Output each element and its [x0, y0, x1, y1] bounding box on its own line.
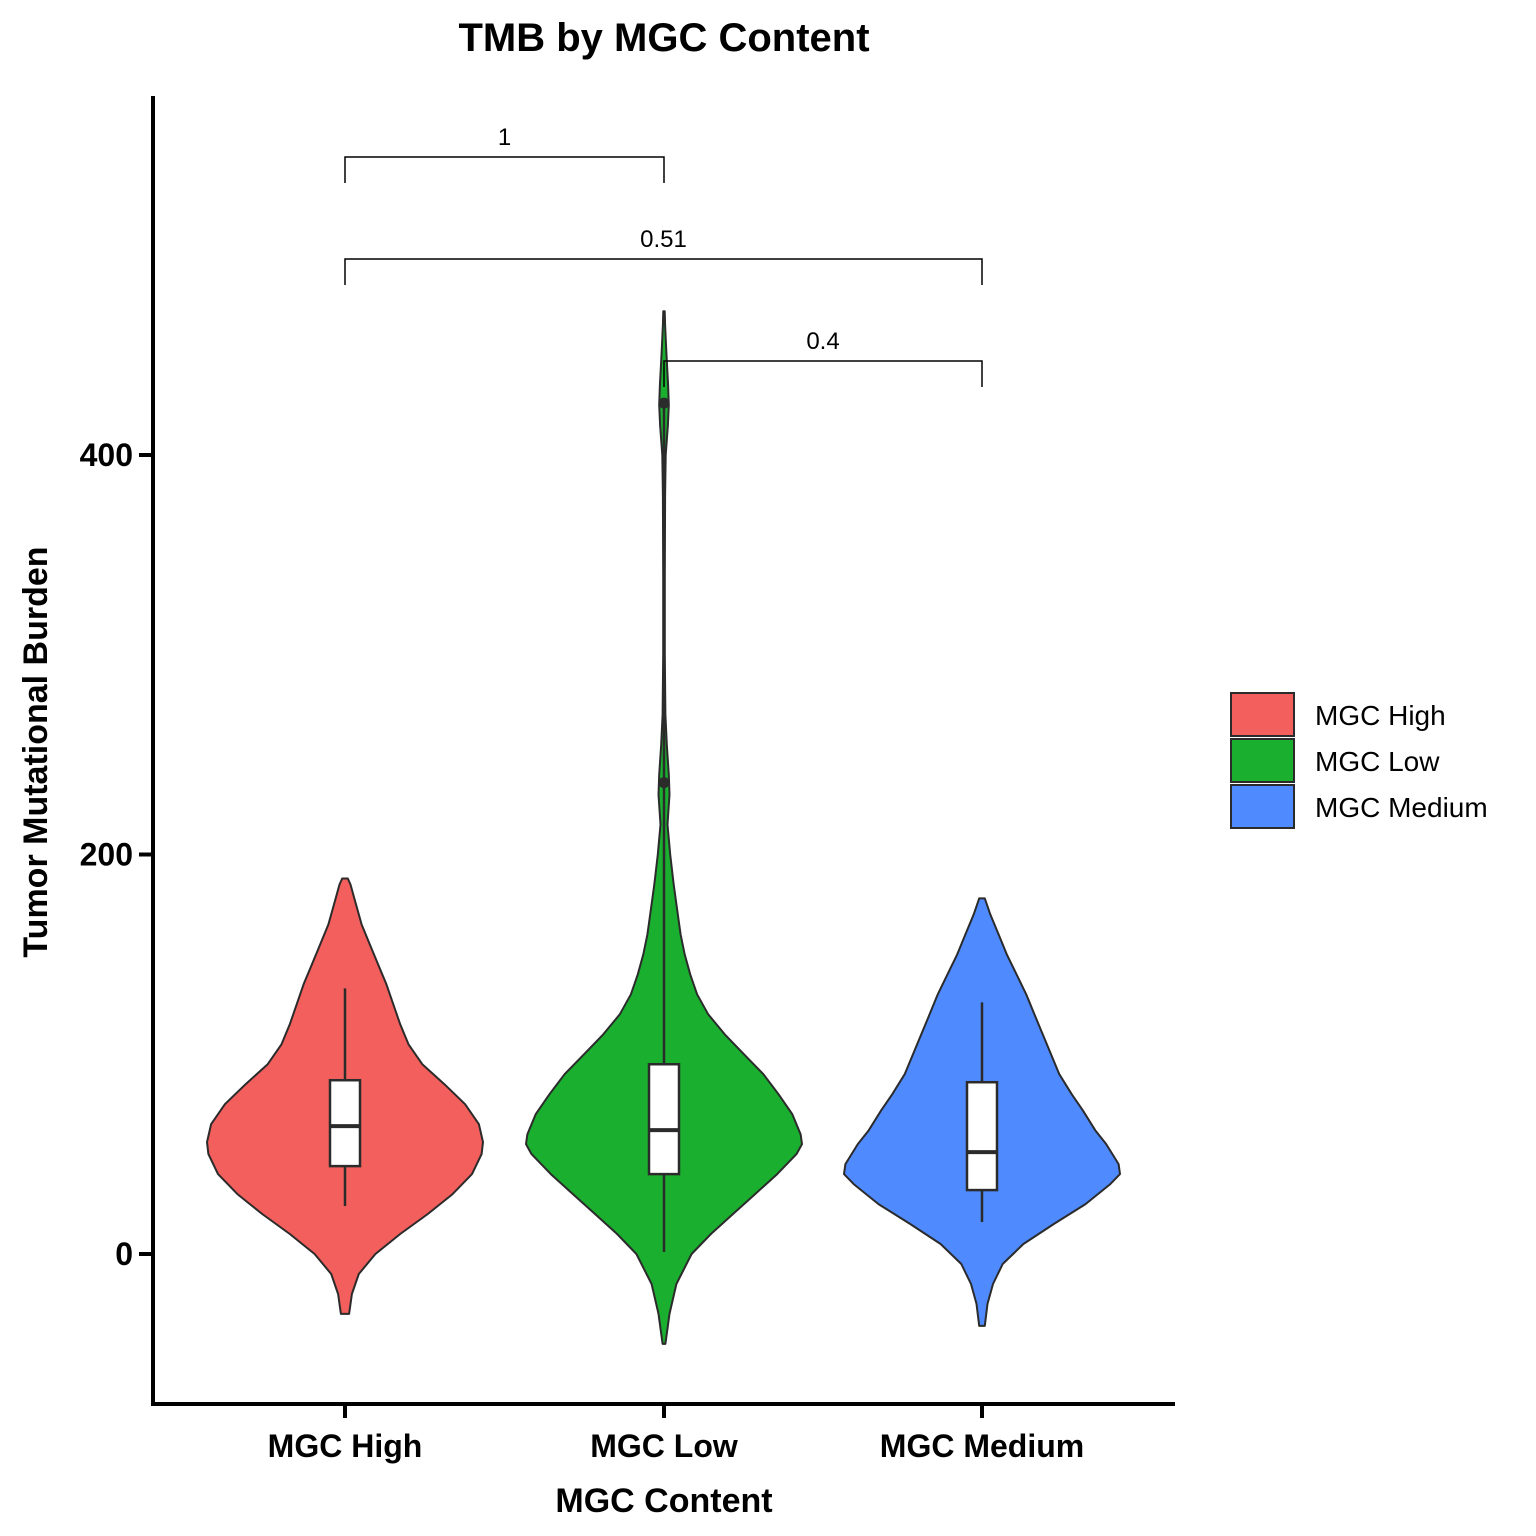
x-tick-label: MGC Low — [590, 1428, 738, 1464]
plot-area: 1 0.51 0.4 — [206, 124, 1121, 1345]
legend-label: MGC Medium — [1315, 792, 1488, 823]
violin-group-0 — [206, 877, 484, 1315]
box — [328, 1078, 362, 1168]
legend-label: MGC Low — [1315, 746, 1440, 777]
x-axis-title: MGC Content — [555, 1482, 772, 1520]
p-value-label: 0.51 — [640, 226, 687, 253]
bracket-line — [663, 360, 983, 387]
y-tick-label: 400 — [80, 437, 133, 473]
p-value-label: 0.4 — [806, 328, 839, 355]
p-value-label: 1 — [498, 124, 511, 151]
outlier-point — [658, 397, 670, 409]
legend-item-2: MGC Medium — [1230, 784, 1488, 829]
significance-bracket-1: 0.51 — [344, 226, 983, 285]
y-tick-label: 0 — [115, 1236, 133, 1272]
outlier-point — [658, 777, 670, 789]
bracket-line — [344, 156, 665, 183]
y-axis-title: Tumor Mutational Burden — [17, 546, 55, 957]
significance-bracket-2: 0.4 — [663, 328, 983, 387]
axes: 0 200 400 MGC High MGC Low MGC Medium — [80, 96, 1175, 1464]
legend-label: MGC High — [1315, 700, 1446, 731]
significance-bracket-0: 1 — [344, 124, 665, 183]
violin-group-2 — [843, 897, 1121, 1327]
legend-swatch — [1230, 738, 1295, 783]
violin-group-1 — [525, 310, 803, 1345]
box — [965, 1080, 999, 1192]
x-tick-label: MGC Medium — [880, 1428, 1084, 1464]
y-tick-label: 200 — [80, 837, 133, 873]
x-tick-label: MGC High — [268, 1428, 423, 1464]
bracket-line — [344, 258, 983, 285]
legend: MGC High MGC Low MGC Medium — [1230, 692, 1488, 829]
chart-title: TMB by MGC Content — [458, 16, 869, 60]
box — [647, 1062, 681, 1176]
legend-item-0: MGC High — [1230, 692, 1446, 737]
legend-item-1: MGC Low — [1230, 738, 1440, 783]
legend-swatch — [1230, 784, 1295, 829]
legend-swatch — [1230, 692, 1295, 737]
